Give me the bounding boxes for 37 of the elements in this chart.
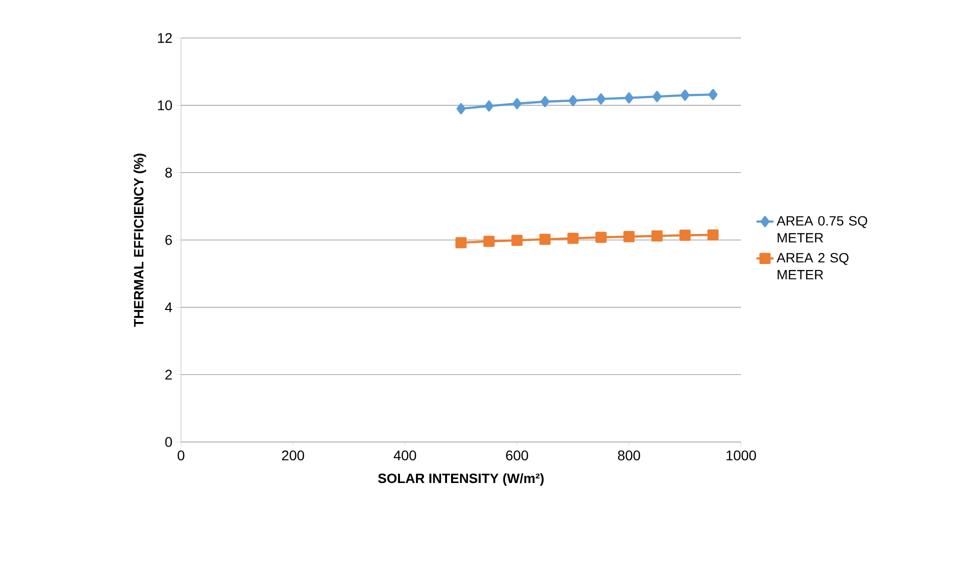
- y-tick-label: 8: [165, 168, 172, 178]
- point: [708, 88, 718, 100]
- x-tick-label: 400: [394, 450, 416, 460]
- x-axis-title: SOLAR INTENSITY (W/m²): [378, 473, 544, 486]
- x-tick-label: 200: [282, 450, 304, 460]
- point: [680, 90, 690, 101]
- point: [456, 103, 466, 114]
- x-tick-label: 0: [178, 450, 184, 460]
- point: [483, 236, 495, 247]
- point: [707, 229, 719, 241]
- point: [679, 230, 691, 241]
- point: [484, 100, 494, 112]
- y-tick-label: 4: [165, 302, 172, 312]
- x-tick-label: 800: [618, 450, 640, 460]
- legend-label: AREA 0.75 SQ METER: [776, 216, 868, 242]
- point: [567, 232, 579, 244]
- y-axis-title: THERMAL EFFICIENCY (%): [134, 154, 146, 327]
- point: [512, 98, 522, 110]
- point: [596, 93, 606, 105]
- point: [568, 95, 578, 106]
- point: [539, 234, 551, 245]
- y-tick-label: 0: [165, 437, 172, 447]
- legend-label: AREA 2 SQ METER: [776, 252, 848, 280]
- point: [624, 92, 634, 104]
- x-tick-label: 1000: [726, 450, 756, 460]
- y-tick-label: 12: [158, 33, 172, 43]
- x-tick-label: 600: [506, 450, 528, 460]
- point: [652, 90, 662, 102]
- point: [540, 96, 550, 108]
- point: [511, 234, 523, 246]
- point: [595, 232, 607, 243]
- y-tick-label: 10: [158, 100, 172, 110]
- y-tick-label: 6: [165, 235, 172, 245]
- point: [455, 237, 467, 248]
- point: [651, 230, 663, 242]
- point: [623, 231, 635, 242]
- y-tick-label: 2: [165, 370, 172, 380]
